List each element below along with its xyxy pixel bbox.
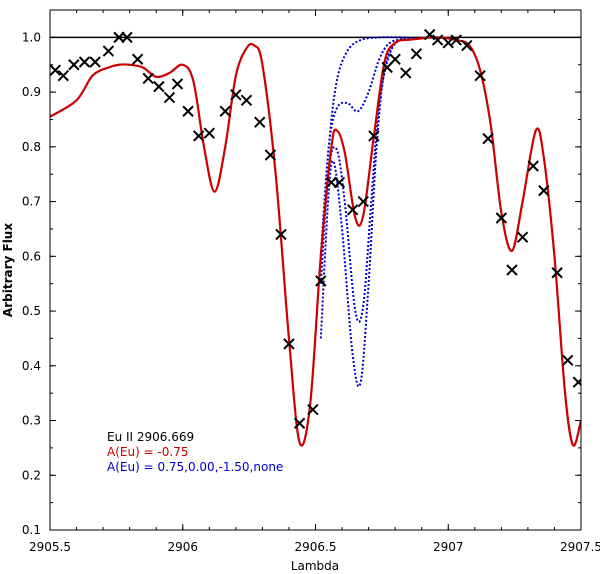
y-tick-label: 0.4 xyxy=(22,359,41,373)
data-point xyxy=(78,56,91,68)
y-tick-label: 0.9 xyxy=(22,85,41,99)
data-point xyxy=(50,64,62,76)
y-tick-label: 0.5 xyxy=(22,304,41,318)
data-point xyxy=(230,89,242,101)
y-tick-label: 0.2 xyxy=(22,468,41,482)
data-point xyxy=(275,228,287,241)
data-point xyxy=(192,130,205,142)
x-tick-label: 2905.5 xyxy=(29,540,71,554)
data-point xyxy=(307,403,319,416)
legend-entry-blue-fits: A(Eu) = 0.75,0.00,-1.50,none xyxy=(107,460,283,474)
legend: Eu II 2906.669 A(Eu) = -0.75 A(Eu) = 0.7… xyxy=(107,430,283,474)
data-point xyxy=(572,376,581,388)
y-tick-label: 0.1 xyxy=(22,523,41,537)
series-line-none xyxy=(319,36,406,257)
y-tick-label: 1.0 xyxy=(22,30,41,44)
data-point xyxy=(562,354,574,367)
data-point xyxy=(423,28,436,41)
data-point xyxy=(131,53,144,65)
data-point xyxy=(102,45,115,57)
data-point xyxy=(450,34,462,46)
data-point xyxy=(283,338,295,350)
data-point xyxy=(461,39,473,52)
y-tick-label: 0.7 xyxy=(22,195,41,209)
data-point xyxy=(171,78,184,90)
data-point xyxy=(551,267,563,279)
data-point xyxy=(315,275,327,287)
y-tick-label: 0.8 xyxy=(22,140,41,154)
data-point xyxy=(538,184,550,197)
y-axis-title: Arbitrary Flux xyxy=(1,223,15,317)
data-point xyxy=(182,105,194,117)
data-point xyxy=(121,31,133,44)
data-point xyxy=(240,94,253,107)
data-point xyxy=(333,176,346,189)
data-point xyxy=(442,37,454,49)
data-point xyxy=(482,132,494,145)
data-point xyxy=(89,56,101,68)
data-point xyxy=(368,130,380,142)
y-tick-label: 0.6 xyxy=(22,249,41,263)
x-tick-label: 2907.5 xyxy=(560,540,600,554)
data-point xyxy=(357,195,369,208)
x-tick-label: 2907 xyxy=(433,540,464,554)
x-tick-label: 2906 xyxy=(167,540,198,554)
legend-entry-red-fit: A(Eu) = -0.75 xyxy=(107,445,189,459)
data-point xyxy=(431,34,444,46)
y-tick-label: 0.3 xyxy=(22,414,41,428)
data-point xyxy=(400,67,412,79)
data-point xyxy=(264,149,277,161)
data-point xyxy=(474,69,486,82)
data-point xyxy=(410,48,423,60)
data-point xyxy=(142,72,154,85)
data-point xyxy=(203,127,216,139)
data-point xyxy=(527,160,539,172)
x-axis-title: Lambda xyxy=(291,559,339,573)
data-point xyxy=(389,53,401,65)
data-point xyxy=(346,204,359,216)
series-line-a-eu-0-00 xyxy=(319,37,417,323)
data-point xyxy=(506,264,518,276)
data-point xyxy=(293,417,306,429)
data-point xyxy=(219,105,231,117)
data-point xyxy=(57,69,69,82)
data-point xyxy=(153,80,165,93)
data-point xyxy=(254,116,266,128)
data-point xyxy=(516,231,529,243)
x-tick-label: 2906.5 xyxy=(295,540,337,554)
data-point xyxy=(163,91,176,104)
series-line-a-eu-0-75 xyxy=(50,36,581,447)
legend-entry-observed: Eu II 2906.669 xyxy=(107,430,194,444)
data-point xyxy=(68,59,80,71)
data-point xyxy=(495,212,508,224)
